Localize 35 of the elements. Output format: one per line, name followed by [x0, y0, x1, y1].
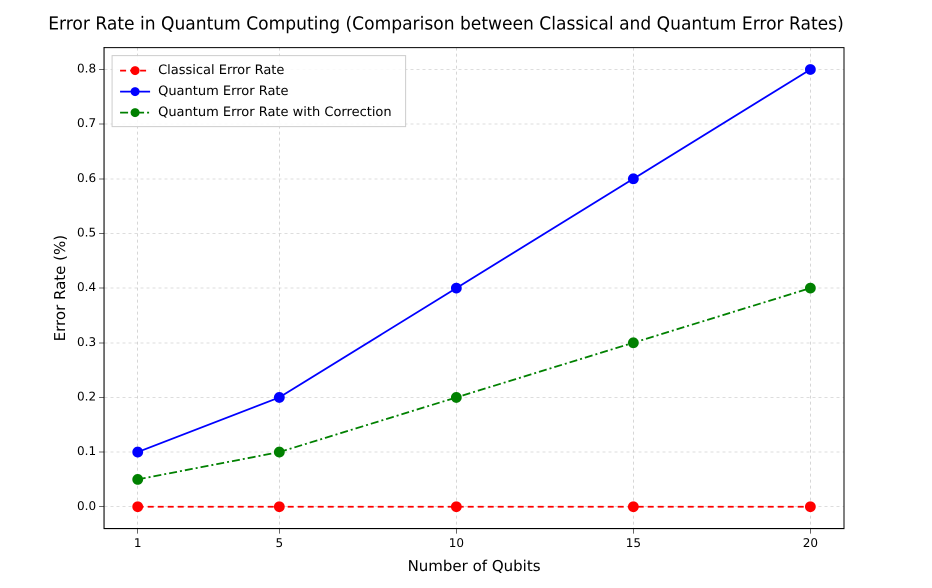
point [628, 337, 639, 348]
point [450, 392, 462, 403]
point [132, 474, 144, 485]
point [274, 501, 285, 512]
point [804, 501, 816, 512]
y-tick-label: 0.6 [76, 170, 96, 185]
y-tick-label: 0.8 [76, 62, 96, 76]
point [804, 282, 816, 294]
y-tick-label: 0.0 [76, 498, 96, 513]
point [132, 501, 144, 512]
y-tick-label: 0.7 [76, 116, 96, 130]
x-tick-label: 5 [276, 536, 284, 550]
point [628, 501, 639, 512]
point [628, 173, 639, 184]
legend-label: Quantum Error Rate with Correction [158, 104, 392, 120]
chart-title: Error Rate in Quantum Computing (Comparison between Classical and Quantum Error Rates) [48, 14, 844, 35]
y-tick-label: 0.5 [76, 226, 96, 240]
legend-label: Classical Error Rate [158, 62, 284, 78]
point [804, 64, 816, 75]
y-tick-label: 0.3 [76, 334, 96, 349]
y-tick-label: 0.2 [76, 390, 96, 404]
x-tick-label: 20 [802, 536, 818, 550]
legend-label: Quantum Error Rate [158, 84, 289, 99]
point [450, 282, 462, 294]
x-tick-label: 10 [448, 536, 464, 550]
y-tick-label: 0.1 [76, 444, 96, 458]
point [132, 446, 144, 458]
x-tick-label: 15 [626, 536, 641, 550]
x-axis-title: Number of Qubits [408, 556, 541, 575]
point [274, 446, 285, 458]
y-axis-title: Error Rate (%) [50, 234, 69, 342]
x-tick-label: 1 [134, 536, 142, 550]
point [450, 501, 462, 512]
y-tick-label: 0.4 [76, 280, 96, 294]
point [274, 392, 285, 403]
